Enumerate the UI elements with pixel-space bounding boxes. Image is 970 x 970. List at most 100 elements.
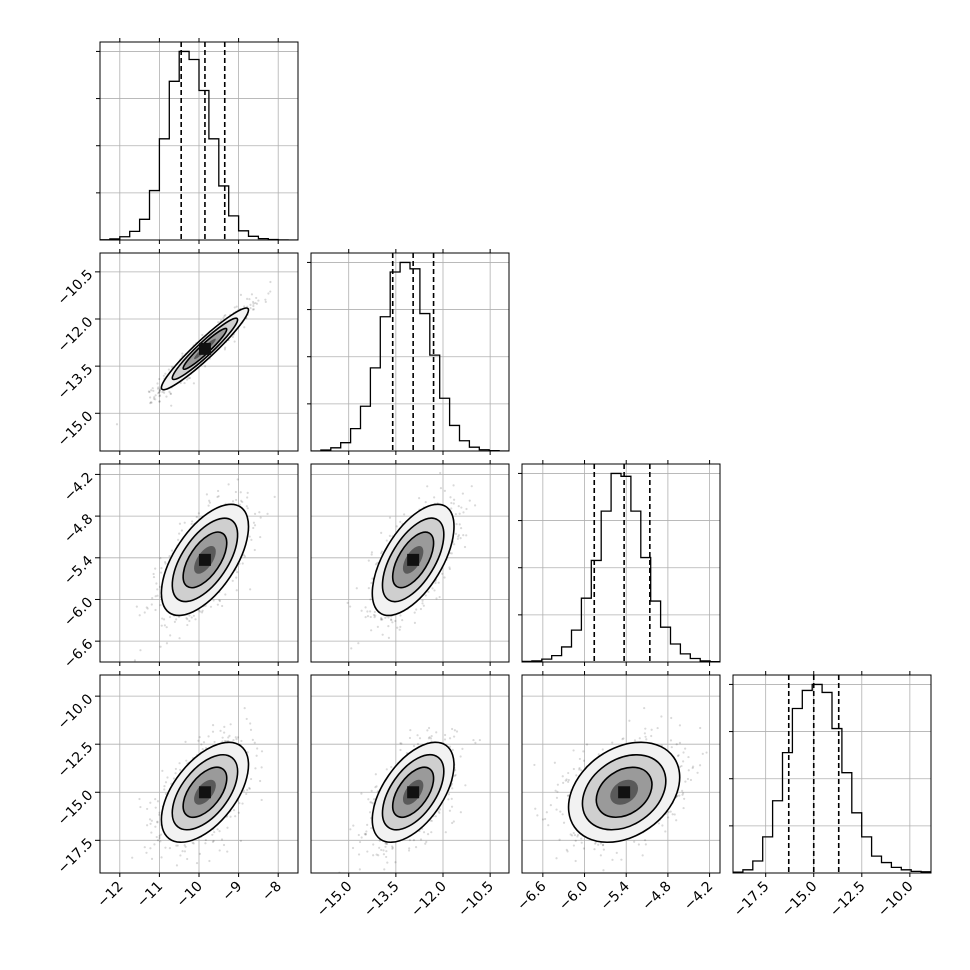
scatter-point <box>158 391 161 394</box>
scatter-point <box>223 739 227 743</box>
scatter-point <box>447 798 450 801</box>
scatter-point <box>602 848 605 851</box>
scatter-point <box>451 748 454 752</box>
scatter-point <box>255 754 258 757</box>
scatter-point <box>242 789 245 792</box>
scatter-point <box>460 506 463 509</box>
scatter-point <box>233 340 236 343</box>
scatter-point <box>188 614 191 617</box>
scatter-point <box>174 767 177 771</box>
scatter-point <box>549 803 552 807</box>
scatter-point <box>450 507 453 510</box>
scatter-point <box>164 560 167 564</box>
scatter-point <box>461 747 464 751</box>
scatter-point <box>374 614 377 617</box>
scatter-point <box>154 398 157 401</box>
scatter-point <box>450 727 454 731</box>
scatter-point <box>357 642 360 645</box>
scatter-point <box>421 599 424 602</box>
scatter-point <box>202 741 206 744</box>
scatter-point <box>390 619 393 622</box>
scatter-point <box>218 599 222 603</box>
scatter-point <box>183 844 186 847</box>
scatter-point <box>186 618 189 621</box>
x-tick-label: −9 <box>220 879 246 905</box>
scatter-point <box>139 805 142 809</box>
scatter-point <box>381 618 384 621</box>
scatter-point <box>430 734 433 738</box>
scatter-point <box>139 649 142 652</box>
scatter-point <box>456 537 459 541</box>
scatter-point <box>437 810 440 813</box>
scatter-point <box>403 513 406 516</box>
scatter-point <box>216 603 219 606</box>
scatter-point <box>149 396 152 399</box>
scatter-point <box>433 589 436 592</box>
scatter-point <box>355 587 358 590</box>
scatter-point <box>463 545 467 549</box>
panel-frame <box>310 463 510 663</box>
scatter-point <box>459 527 463 530</box>
scatter-point <box>188 619 191 623</box>
scatter-point <box>681 793 684 796</box>
scatter-point <box>451 787 454 790</box>
scatter-point <box>248 298 251 301</box>
histogram-step <box>100 50 298 240</box>
scatter-point <box>458 512 461 515</box>
scatter-point <box>566 850 569 853</box>
scatter-point <box>670 746 673 749</box>
scatter-point <box>567 778 570 782</box>
scatter-point <box>240 739 243 743</box>
scatter-point <box>419 607 423 611</box>
scatter-point <box>181 352 184 355</box>
scatter-point <box>155 835 158 839</box>
scatter-point <box>178 762 181 765</box>
scatter-point <box>222 843 226 847</box>
panel-1-0: −15.0−13.5−12.0−10.5 <box>55 249 299 455</box>
scatter-point <box>217 321 220 324</box>
scatter-point <box>378 846 381 849</box>
scatter-point <box>437 581 440 584</box>
scatter-point <box>574 859 577 863</box>
scatter-point <box>154 825 157 828</box>
scatter-point <box>164 846 167 849</box>
x-tick-label: −13.5 <box>361 879 403 921</box>
scatter-point <box>384 616 387 619</box>
scatter-point <box>273 495 276 499</box>
scatter-point <box>450 501 453 505</box>
scatter-point <box>164 792 167 795</box>
scatter-point <box>412 839 416 842</box>
scatter-point <box>444 831 447 834</box>
scatter-point <box>192 614 195 617</box>
scatter-point <box>349 605 352 608</box>
scatter-point <box>157 386 160 389</box>
scatter-point <box>233 306 236 309</box>
scatter-point <box>158 389 161 392</box>
scatter-point <box>391 847 394 850</box>
scatter-point <box>201 609 204 612</box>
scatter-point <box>248 787 251 790</box>
scatter-point <box>478 738 481 742</box>
scatter-point <box>370 801 373 804</box>
scatter-point <box>380 848 383 852</box>
scatter-point <box>163 788 166 791</box>
scatter-point <box>416 742 420 746</box>
scatter-point <box>457 505 460 508</box>
scatter-point <box>170 404 173 407</box>
scatter-point <box>415 608 418 611</box>
scatter-point <box>474 741 477 744</box>
scatter-point <box>161 769 164 772</box>
y-tick-label: −12.5 <box>55 739 97 781</box>
panel-3-1: −15.0 −13.5 −12.0 −10.5 <box>310 671 510 921</box>
scatter-point <box>221 736 224 739</box>
scatter-point <box>370 629 373 632</box>
scatter-point <box>448 737 452 740</box>
scatter-point <box>372 613 376 617</box>
scatter-point <box>156 387 160 390</box>
x-tick-label: −8 <box>259 879 285 905</box>
scatter-point <box>131 856 134 859</box>
scatter-point <box>158 388 162 391</box>
scatter-point <box>212 839 215 843</box>
scatter-point <box>152 572 155 576</box>
scatter-point <box>154 608 157 612</box>
